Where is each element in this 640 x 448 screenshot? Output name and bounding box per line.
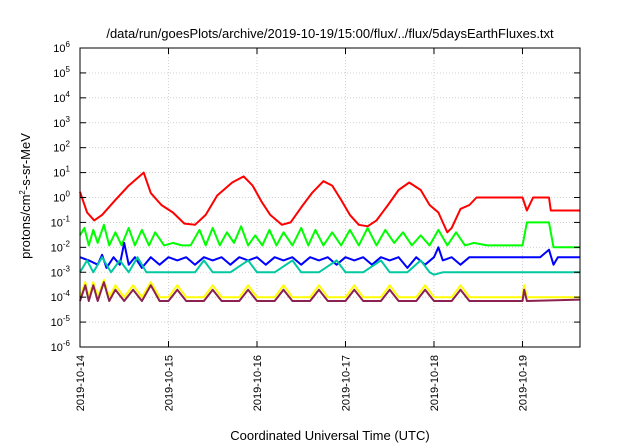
series-line [79,278,580,299]
x-axis-label: Coordinated Universal Time (UTC) [230,428,429,443]
y-axis-label-rest: -s-sr-MeV [18,133,33,190]
y-tick-label: 100 [53,190,70,205]
y-tick-label: 10-3 [51,264,71,279]
series-line [79,221,580,249]
y-tick-label: 10-1 [51,214,71,229]
x-tick-label: 2019-10-19 [517,355,529,411]
chart-title: /data/run/goesPlots/archive/2019-10-19/1… [106,26,554,41]
x-tick-label: 2019-10-17 [340,355,352,411]
y-axis-label: protons/cm2-s-sr-MeV [18,133,33,259]
series-line [79,256,580,276]
y-tick-label: 105 [53,65,70,80]
y-tick-label: 103 [53,115,70,130]
series-line [79,281,581,302]
x-tick-label: 2019-10-16 [252,355,264,411]
y-tick-label: 10-5 [51,314,71,329]
y-axis-label-sup: 2 [18,190,27,195]
y-tick-label: 102 [53,140,70,155]
y-tick-label: 10-6 [51,339,71,354]
y-tick-label: 101 [53,165,70,180]
y-axis: 10-6 10-5 10-4 10-3 10-2 10-1 100 101 102 103 104 1… [51,40,580,354]
series-layer [79,171,581,302]
x-tick-label: 2019-10-18 [429,355,441,411]
x-axis: 2019-10-14 2019-10-15 2019-10-16 2019-10-17… [75,48,529,411]
y-tick-label: 10-4 [51,289,71,304]
series-line [79,171,580,234]
y-tick-label: 106 [53,40,70,55]
x-tick-label: 2019-10-14 [75,355,87,411]
y-axis-label-main: protons/cm [18,195,33,259]
x-tick-label: 2019-10-15 [163,355,175,411]
y-tick-label: 104 [53,90,70,105]
y-tick-label: 10-2 [51,239,71,254]
